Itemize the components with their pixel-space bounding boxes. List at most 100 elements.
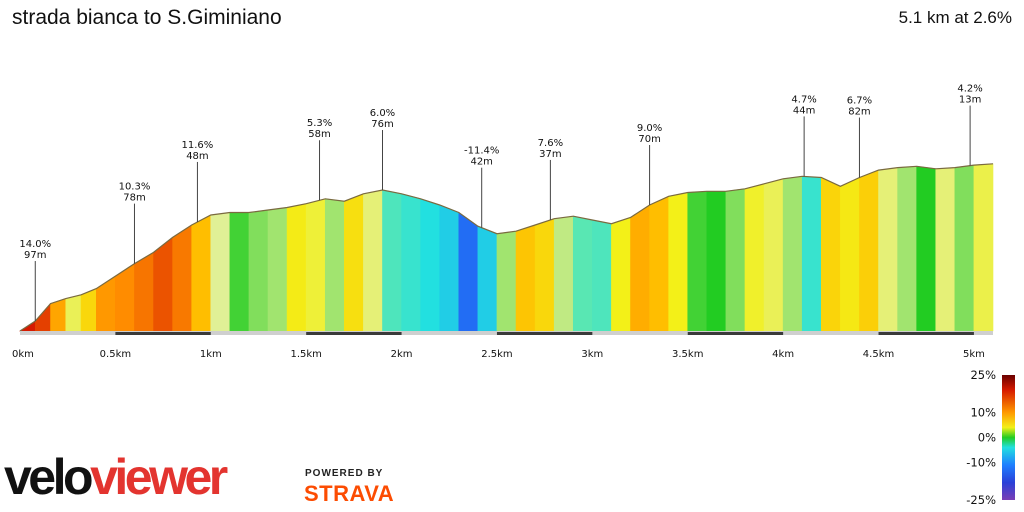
segment-bar xyxy=(878,332,974,335)
annotation-grade: 7.6% xyxy=(538,138,563,149)
annotation-distance: 78m xyxy=(123,193,145,204)
annotation-distance: 44m xyxy=(793,105,815,116)
annotation-distance: 37m xyxy=(539,149,561,160)
segment-summary: 5.1 km at 2.6% xyxy=(898,8,1012,27)
annotation-distance: 58m xyxy=(308,129,330,140)
x-tick-label: 5km xyxy=(963,349,985,360)
annotation-grade: 6.0% xyxy=(370,108,395,119)
scale-label: 10% xyxy=(970,406,996,420)
annotation-distance: 13m xyxy=(959,95,981,106)
gradient-band xyxy=(305,198,326,332)
gradient-band xyxy=(172,224,193,332)
gradient-band xyxy=(840,177,860,332)
veloviewer-logo: veloviewer xyxy=(4,449,228,505)
gradient-band xyxy=(229,212,250,332)
gradient-band xyxy=(439,204,460,332)
x-tick-label: 1km xyxy=(200,349,222,360)
x-tick-label: 2.5km xyxy=(481,349,512,360)
annotation-distance: 82m xyxy=(848,107,870,118)
annotation-distance: 76m xyxy=(371,119,393,130)
gradient-band xyxy=(344,193,364,332)
page-title: strada bianca to S.Giminiano xyxy=(12,6,282,29)
annotation-grade: 6.7% xyxy=(847,96,872,107)
annotation-distance: 42m xyxy=(470,157,492,168)
gradient-band xyxy=(859,169,879,332)
gradient-band xyxy=(935,167,956,332)
gradient-band xyxy=(553,215,574,332)
gradient-band xyxy=(96,275,116,332)
gradient-band xyxy=(782,175,803,332)
gradient-band xyxy=(80,288,97,332)
gradient-band xyxy=(248,209,269,332)
profile-line xyxy=(19,163,994,332)
gradient-band xyxy=(153,236,173,332)
gradient-band xyxy=(820,177,841,332)
gradient-band xyxy=(458,211,479,332)
gradient-band xyxy=(725,188,746,332)
strava-logo: STRAVA xyxy=(304,481,395,506)
gradient-color-scale: 25% 10% 0% -10% -25% xyxy=(966,368,1015,507)
gradient-band xyxy=(134,251,154,332)
gradient-band xyxy=(34,302,51,332)
x-tick-label: 2km xyxy=(391,349,413,360)
logo-part-velo: velo xyxy=(4,449,94,505)
x-tick-label: 4.5km xyxy=(863,349,894,360)
annotation-distance: 48m xyxy=(186,151,208,162)
scale-label: -25% xyxy=(966,493,996,507)
scale-label: 25% xyxy=(970,368,996,382)
x-tick-label: 3km xyxy=(581,349,603,360)
gradient-band xyxy=(210,212,231,332)
x-tick-label: 1.5km xyxy=(290,349,321,360)
gradient-band xyxy=(572,215,593,332)
scale-label: 0% xyxy=(978,431,996,445)
gradient-band xyxy=(534,218,555,332)
gradient-band xyxy=(267,207,288,332)
gradient-band xyxy=(65,294,82,332)
gradient-band xyxy=(363,189,383,332)
segment-bar xyxy=(496,332,593,335)
gradient-band xyxy=(592,219,612,332)
annotation-grade: 11.6% xyxy=(182,140,214,151)
gradient-band xyxy=(897,165,917,332)
gradient-bands xyxy=(18,163,994,332)
color-scale-bar xyxy=(1002,375,1015,500)
profile-outline xyxy=(19,163,994,332)
annotation-distance: 70m xyxy=(638,134,660,145)
annotation-distance: 97m xyxy=(24,250,46,261)
annotation-grade: -11.4% xyxy=(464,146,499,157)
segment-bar xyxy=(115,332,211,335)
gradient-band xyxy=(477,225,498,332)
powered-by-label: POWERED BY xyxy=(305,468,384,479)
x-axis-ticks: 0km 0.5km 1km 1.5km 2km 2.5km 3km 3.5km 4km 4.5km… xyxy=(12,349,985,360)
gradient-band xyxy=(668,192,689,332)
gradient-band xyxy=(916,165,937,332)
annotation-grade: 10.3% xyxy=(119,182,151,193)
x-tick-label: 0.5km xyxy=(100,349,131,360)
gradient-band xyxy=(191,214,212,332)
gradient-band xyxy=(878,167,898,332)
annotation-grade: 14.0% xyxy=(19,239,51,250)
segment-bar xyxy=(687,332,784,335)
annotation-grade: 4.2% xyxy=(957,84,982,95)
gradient-band xyxy=(401,193,421,332)
gradient-band xyxy=(954,164,975,332)
gradient-band xyxy=(286,203,307,332)
gradient-band xyxy=(763,178,784,332)
gradient-band xyxy=(706,190,727,332)
x-tick-label: 3.5km xyxy=(672,349,703,360)
gradient-band xyxy=(324,198,345,332)
x-tick-label: 0km xyxy=(12,349,34,360)
gradient-band xyxy=(630,204,650,332)
scale-label: -10% xyxy=(966,456,996,470)
gradient-band xyxy=(687,190,708,332)
gradient-band xyxy=(382,189,402,332)
annotation-grade: 9.0% xyxy=(637,123,662,134)
gradient-band xyxy=(420,198,441,332)
gradient-annotations: 14.0%97m 10.3%78m 11.6%48m 5.3%58m 6.0%76m -1… xyxy=(19,84,983,322)
km-segment-bars xyxy=(115,332,974,335)
x-tick-label: 4km xyxy=(772,349,794,360)
gradient-band xyxy=(515,224,536,332)
gradient-band xyxy=(649,195,669,332)
annotation-grade: 4.7% xyxy=(791,94,816,105)
annotation-grade: 5.3% xyxy=(307,118,332,129)
